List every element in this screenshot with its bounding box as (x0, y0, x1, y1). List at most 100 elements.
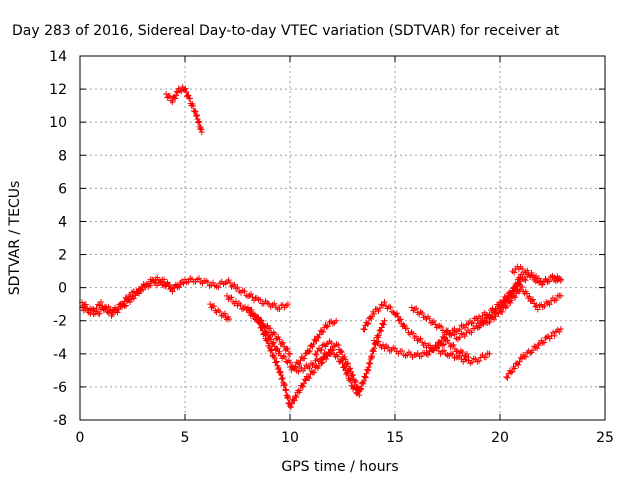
data-point (311, 362, 317, 369)
data-point (541, 303, 548, 310)
x-tick-label: 20 (491, 430, 509, 446)
data-point (477, 322, 484, 329)
data-point (360, 380, 367, 387)
data-point (486, 311, 493, 318)
series-trace-h (255, 314, 340, 372)
data-point (361, 326, 368, 333)
data-point (276, 336, 283, 343)
data-point (425, 351, 431, 358)
data-point (228, 294, 235, 301)
data-point (557, 292, 564, 299)
data-point (281, 382, 288, 389)
data-point (324, 322, 331, 329)
data-point (276, 306, 283, 313)
data-point (392, 345, 398, 352)
data-point (195, 119, 202, 126)
series-trace-c (163, 84, 205, 136)
data-point (98, 299, 104, 306)
x-tick-label: 10 (281, 430, 299, 446)
data-point (302, 350, 309, 357)
data-point (276, 369, 283, 376)
data-point (271, 354, 278, 361)
data-point (292, 393, 299, 400)
data-point (264, 328, 271, 335)
data-point (474, 317, 481, 324)
data-point (301, 355, 308, 362)
data-point (511, 269, 518, 276)
data-point (280, 339, 286, 346)
data-point (546, 301, 553, 308)
data-point (436, 322, 443, 329)
data-point (210, 303, 217, 310)
data-point (164, 279, 171, 286)
data-point (226, 316, 233, 323)
data-point (278, 376, 285, 383)
grid-lines (80, 56, 605, 420)
x-tick-label: 15 (386, 430, 404, 446)
data-point (456, 334, 463, 341)
data-point (281, 380, 288, 387)
data-point (519, 265, 526, 272)
data-point (312, 350, 319, 357)
series-trace-n (476, 283, 564, 329)
data-point (442, 335, 449, 342)
data-point (450, 341, 457, 348)
series-trace-d (207, 301, 233, 323)
data-point (261, 324, 268, 331)
series-trace-o (503, 326, 564, 381)
data-point (400, 321, 407, 328)
data-point (542, 334, 549, 341)
data-point (369, 353, 376, 360)
data-point (508, 369, 515, 376)
data-point (195, 118, 202, 125)
y-tick-label: 12 (49, 82, 67, 98)
data-point (117, 301, 124, 308)
data-point (319, 359, 326, 366)
data-point (183, 89, 190, 96)
data-point (529, 347, 536, 354)
data-point (365, 320, 372, 327)
data-point (257, 296, 264, 303)
data-point (138, 287, 145, 294)
data-point (504, 303, 510, 310)
data-point (306, 375, 313, 382)
data-point (267, 336, 274, 343)
data-point (515, 361, 522, 368)
data-point (426, 315, 433, 322)
data-point (166, 92, 173, 99)
y-tick-label: -6 (53, 380, 67, 396)
data-point (88, 307, 95, 314)
data-point (341, 353, 348, 360)
x-axis-label: GPS time / hours (281, 459, 398, 475)
data-point (410, 330, 416, 337)
data-point (348, 372, 355, 379)
data-point (270, 353, 277, 360)
data-point (378, 328, 384, 335)
data-point (186, 95, 193, 102)
data-point (125, 296, 131, 303)
data-point (522, 277, 529, 284)
data-point (221, 310, 228, 317)
data-point (393, 310, 400, 317)
data-point (387, 304, 394, 311)
y-tick-label: 4 (58, 214, 67, 230)
chart-title: Day 283 of 2016, Sidereal Day-to-day VTE… (12, 23, 560, 39)
data-point (371, 337, 377, 344)
data-point (306, 347, 313, 354)
data-point (266, 300, 272, 307)
data-point (550, 329, 557, 336)
data-point (287, 350, 293, 357)
data-point (273, 359, 279, 366)
data-point (530, 296, 536, 303)
data-point (120, 301, 127, 308)
data-point (341, 364, 347, 371)
data-point (302, 377, 309, 384)
data-point (427, 342, 433, 349)
data-point (465, 354, 472, 361)
data-point (312, 337, 319, 344)
data-point (305, 349, 312, 355)
data-point (294, 359, 301, 366)
data-point (275, 364, 282, 371)
data-point (182, 276, 188, 283)
data-point (338, 349, 345, 356)
